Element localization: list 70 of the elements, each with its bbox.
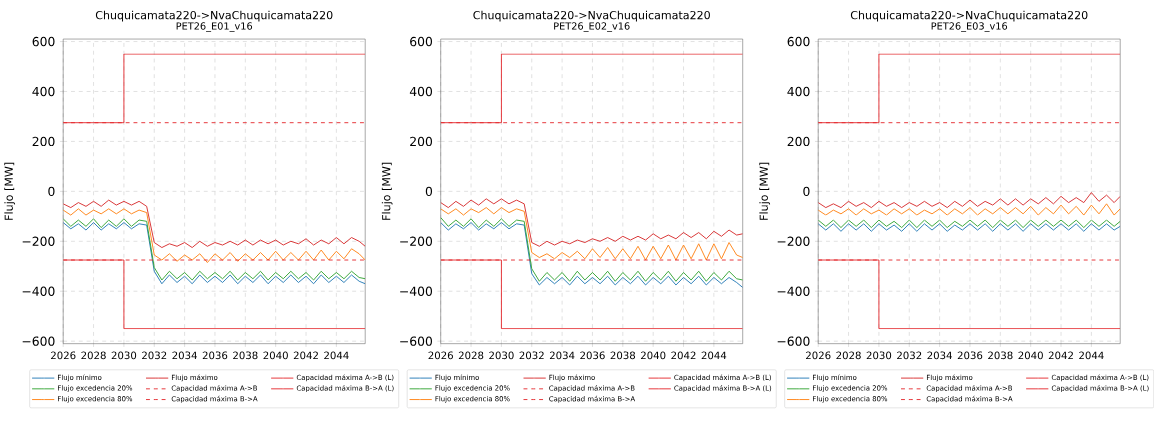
y-tick-label: 200	[32, 136, 55, 146]
x-tick-label: 2038	[988, 351, 1013, 360]
x-tick-label: 2030	[866, 351, 892, 360]
y-tick-label: 400	[409, 86, 433, 97]
y-tick-label: −400	[22, 286, 55, 296]
chart-title: Chuquicamata220->NvaChuquicamata220	[850, 10, 1088, 22]
y-tick-label: 200	[410, 136, 433, 146]
x-tick-label: 2026	[51, 351, 76, 360]
y-tick-label: −200	[777, 236, 810, 246]
x-tick-label: 2042	[293, 351, 318, 360]
chart-subtitle: PET26_E01_v16	[176, 22, 253, 32]
x-tick-label: 2042	[1048, 351, 1073, 360]
y-tick-label: 0	[48, 186, 55, 196]
x-tick-label: 2030	[111, 351, 137, 360]
line-series	[818, 219, 1121, 228]
y-tick-label: −600	[22, 336, 55, 346]
y-tick-label: 600	[410, 36, 433, 47]
line-series	[818, 203, 1121, 216]
line-series	[818, 191, 1121, 208]
y-tick-label: −200	[400, 236, 433, 246]
x-tick-label: 2030	[489, 351, 514, 360]
x-tick-label: 2032	[142, 351, 167, 360]
y-axis-title: Flujo [MW]	[759, 162, 771, 220]
y-tick-label: −400	[400, 286, 433, 296]
x-tick-label: 2040	[640, 351, 666, 360]
line-series	[440, 216, 743, 282]
x-tick-label: 2038	[610, 351, 636, 360]
chart-subtitle: PET26_E03_v16	[931, 22, 1008, 32]
chart-title: Chuquicamata220->NvaChuquicamata220	[473, 10, 710, 22]
line-series	[440, 206, 743, 261]
line-series	[818, 223, 1121, 232]
x-tick-label: 2034	[172, 351, 197, 360]
x-tick-label: 2034	[549, 351, 575, 360]
x-tick-label: 2038	[233, 351, 258, 360]
x-tick-label: 2044	[701, 351, 727, 360]
line-series	[63, 199, 366, 248]
y-tick-label: −400	[777, 286, 810, 296]
line-series	[440, 221, 743, 288]
y-axis-title: Flujo [MW]	[381, 162, 393, 220]
x-tick-label: 2036	[957, 351, 983, 360]
x-tick-label: 2032	[897, 351, 922, 360]
y-tick-label: 0	[425, 186, 433, 196]
y-tick-label: −600	[400, 336, 433, 346]
x-tick-label: 2044	[1079, 351, 1104, 360]
x-tick-label: 2028	[81, 351, 106, 360]
line-series	[63, 208, 366, 263]
y-tick-label: −200	[22, 236, 55, 246]
y-tick-label: 600	[32, 36, 55, 47]
y-tick-label: 600	[787, 36, 810, 47]
y-tick-label: 400	[787, 86, 810, 97]
x-tick-label: 2026	[806, 351, 831, 360]
x-tick-label: 2036	[580, 351, 605, 360]
y-tick-label: −600	[777, 336, 810, 346]
chart-subtitle: PET26_E02_v16	[554, 22, 630, 32]
line-series	[440, 198, 743, 247]
chart-title: Chuquicamata220->NvaChuquicamata220	[95, 10, 333, 22]
x-tick-label: 2042	[671, 351, 696, 360]
y-axis-title: Flujo [MW]	[4, 162, 16, 220]
x-tick-label: 2028	[836, 351, 861, 360]
x-tick-label: 2034	[927, 351, 952, 360]
x-tick-label: 2036	[202, 351, 228, 360]
x-tick-label: 2040	[263, 351, 288, 360]
x-tick-label: 2032	[519, 351, 544, 360]
y-tick-label: 0	[803, 186, 810, 196]
x-tick-label: 2044	[324, 351, 349, 360]
x-tick-label: 2040	[1018, 351, 1043, 360]
y-tick-label: 200	[787, 136, 810, 146]
x-tick-label: 2026	[428, 351, 453, 360]
y-tick-label: 400	[32, 86, 55, 97]
x-tick-label: 2028	[458, 351, 484, 360]
